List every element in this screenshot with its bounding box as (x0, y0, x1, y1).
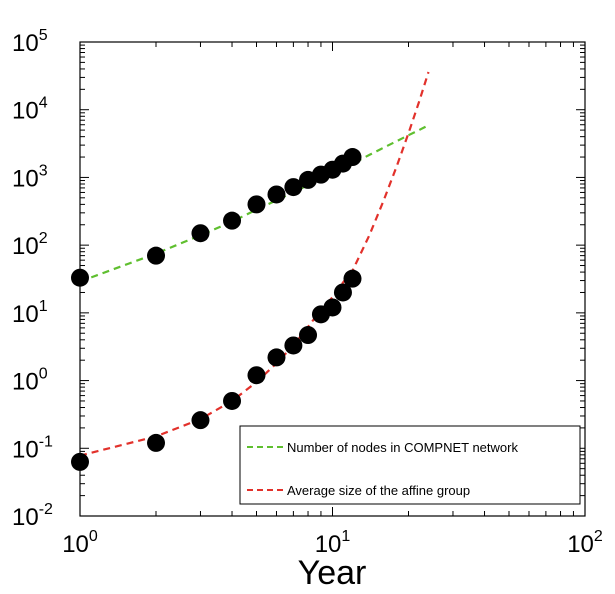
data-point (223, 211, 242, 230)
data-point (333, 283, 352, 302)
data-point (343, 148, 362, 167)
data-point (191, 224, 210, 243)
data-point (71, 268, 89, 287)
y-tick-label: 101 (12, 298, 48, 328)
data-point (267, 185, 286, 204)
data-point (223, 391, 242, 410)
legend-label-nodes: Number of nodes in COMPNET network (287, 440, 518, 455)
data-point (147, 246, 166, 265)
y-tick-label: 102 (12, 230, 48, 260)
legend: Number of nodes in COMPNET network Avera… (239, 425, 581, 505)
legend-box (239, 425, 581, 505)
y-tick-label: 10-2 (12, 501, 53, 531)
x-tick-labels: 100 101 102 (62, 528, 603, 558)
data-point (343, 269, 362, 288)
y-tick-label: 105 (12, 27, 48, 57)
data-point (247, 195, 266, 214)
x-tick-label: 102 (567, 528, 603, 558)
data-point (323, 298, 342, 317)
data-points (71, 148, 362, 471)
y-tick-label: 103 (12, 162, 48, 192)
y-tick-label: 100 (12, 366, 48, 396)
y-tick-labels: 10-2 10-1 100 101 102 103 104 105 (12, 27, 53, 531)
data-point (299, 326, 318, 345)
data-point (247, 366, 266, 385)
data-point (267, 348, 286, 367)
data-point (284, 178, 303, 197)
x-tick-label: 101 (315, 528, 351, 558)
x-axis-label: Year (298, 554, 367, 592)
data-point (147, 433, 166, 452)
data-point (71, 452, 89, 471)
data-point (284, 336, 303, 355)
data-point (191, 411, 210, 430)
legend-label-affine: Average size of the affine group (287, 483, 470, 498)
y-tick-label: 104 (12, 95, 48, 125)
x-tick-label: 100 (62, 528, 98, 558)
y-tick-label: 10-1 (12, 433, 53, 463)
